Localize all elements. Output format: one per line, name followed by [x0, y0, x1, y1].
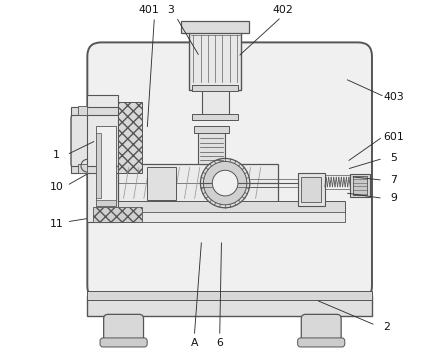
- Bar: [181, 21, 249, 33]
- Bar: [87, 291, 372, 300]
- FancyBboxPatch shape: [87, 42, 372, 300]
- Bar: [71, 107, 118, 115]
- Bar: [78, 164, 87, 173]
- FancyBboxPatch shape: [104, 314, 144, 343]
- Text: 402: 402: [273, 5, 294, 15]
- Text: 2: 2: [383, 322, 390, 332]
- Circle shape: [203, 161, 247, 205]
- Text: 11: 11: [50, 219, 63, 229]
- Bar: [87, 95, 118, 222]
- Text: 3: 3: [167, 5, 174, 15]
- Bar: [350, 174, 370, 197]
- Bar: [87, 296, 372, 316]
- Bar: [71, 166, 118, 173]
- FancyBboxPatch shape: [298, 338, 345, 347]
- Bar: [78, 106, 87, 115]
- Bar: [147, 167, 176, 200]
- Bar: [298, 173, 325, 206]
- Bar: [118, 201, 345, 213]
- Text: 601: 601: [383, 132, 404, 142]
- Circle shape: [212, 170, 238, 196]
- Bar: [97, 126, 117, 206]
- Bar: [194, 126, 229, 133]
- Bar: [193, 114, 238, 120]
- Bar: [202, 88, 229, 117]
- Text: 10: 10: [50, 182, 63, 193]
- Text: 1: 1: [53, 150, 60, 160]
- Bar: [118, 102, 142, 173]
- Circle shape: [201, 158, 250, 208]
- Bar: [97, 200, 117, 206]
- FancyBboxPatch shape: [71, 113, 98, 169]
- FancyBboxPatch shape: [301, 314, 341, 343]
- Text: 6: 6: [216, 339, 223, 348]
- Bar: [301, 177, 321, 202]
- Bar: [189, 26, 241, 90]
- Text: 9: 9: [390, 193, 397, 203]
- Bar: [353, 176, 367, 195]
- Bar: [97, 133, 101, 198]
- Text: 403: 403: [383, 92, 404, 102]
- Text: A: A: [190, 339, 198, 348]
- Text: 401: 401: [139, 5, 159, 15]
- Bar: [193, 85, 238, 91]
- FancyBboxPatch shape: [100, 338, 147, 347]
- Bar: [93, 207, 142, 222]
- Bar: [198, 130, 225, 164]
- Text: 7: 7: [390, 175, 397, 185]
- Text: 5: 5: [390, 154, 397, 163]
- Bar: [118, 164, 278, 202]
- Bar: [118, 212, 345, 222]
